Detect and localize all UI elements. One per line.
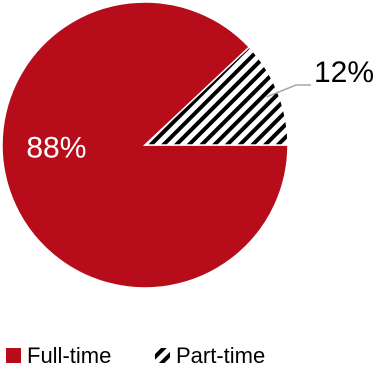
data-label-part-time: 12%	[314, 56, 374, 89]
leader-line-part-time	[266, 84, 311, 98]
legend-swatch-full-time	[6, 348, 21, 363]
legend-label-full-time: Full-time	[27, 343, 111, 368]
data-label-full-time: 88%	[26, 132, 86, 165]
legend-swatch-part-time	[155, 348, 170, 363]
legend: Full-time Part-time	[6, 343, 265, 368]
legend-label-part-time: Part-time	[176, 343, 265, 368]
slice-full-time	[1, 1, 289, 289]
